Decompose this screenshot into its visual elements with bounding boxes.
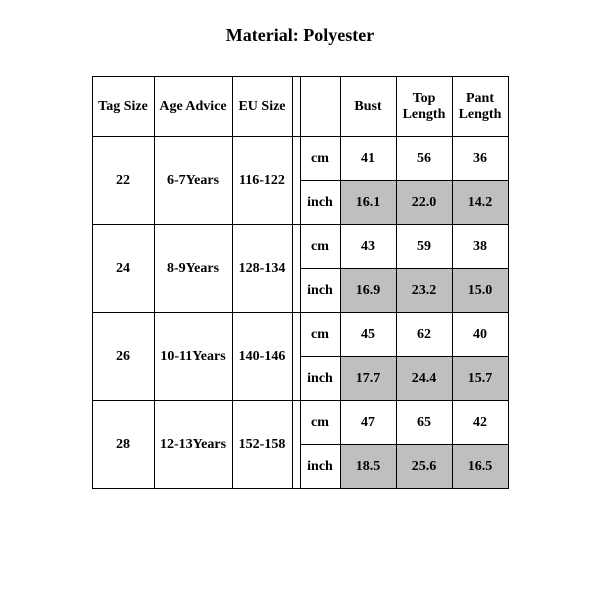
cell-pant-cm: 42 — [452, 401, 508, 445]
cell-pant-cm: 40 — [452, 313, 508, 357]
cell-bust-inch: 17.7 — [340, 357, 396, 401]
cell-top-inch: 24.4 — [396, 357, 452, 401]
table-row: 22 6-7Years 116-122 cm 41 56 36 — [92, 137, 508, 181]
cell-eu-size: 128-134 — [232, 225, 292, 313]
cell-spacer — [292, 225, 300, 313]
cell-top-inch: 25.6 — [396, 445, 452, 489]
cell-age-advice: 8-9Years — [154, 225, 232, 313]
col-unit — [300, 77, 340, 137]
cell-top-cm: 62 — [396, 313, 452, 357]
col-eu-size: EU Size — [232, 77, 292, 137]
cell-spacer — [292, 313, 300, 401]
col-tag-size: Tag Size — [92, 77, 154, 137]
cell-bust-cm: 45 — [340, 313, 396, 357]
table-row: 26 10-11Years 140-146 cm 45 62 40 — [92, 313, 508, 357]
cell-top-inch: 23.2 — [396, 269, 452, 313]
cell-pant-cm: 38 — [452, 225, 508, 269]
cell-unit-cm: cm — [300, 225, 340, 269]
cell-unit-cm: cm — [300, 313, 340, 357]
cell-unit-inch: inch — [300, 445, 340, 489]
col-age-advice: Age Advice — [154, 77, 232, 137]
cell-age-advice: 6-7Years — [154, 137, 232, 225]
cell-tag-size: 28 — [92, 401, 154, 489]
cell-unit-cm: cm — [300, 137, 340, 181]
cell-bust-inch: 16.1 — [340, 181, 396, 225]
cell-eu-size: 152-158 — [232, 401, 292, 489]
table-header-row: Tag Size Age Advice EU Size Bust Top Len… — [92, 77, 508, 137]
page-title: Material: Polyester — [0, 0, 600, 76]
table-row: 28 12-13Years 152-158 cm 47 65 42 — [92, 401, 508, 445]
cell-age-advice: 10-11Years — [154, 313, 232, 401]
cell-eu-size: 140-146 — [232, 313, 292, 401]
cell-pant-inch: 14.2 — [452, 181, 508, 225]
cell-spacer — [292, 137, 300, 225]
cell-top-cm: 56 — [396, 137, 452, 181]
cell-unit-inch: inch — [300, 269, 340, 313]
cell-pant-inch: 15.7 — [452, 357, 508, 401]
cell-eu-size: 116-122 — [232, 137, 292, 225]
cell-top-cm: 59 — [396, 225, 452, 269]
cell-bust-cm: 43 — [340, 225, 396, 269]
size-table: Tag Size Age Advice EU Size Bust Top Len… — [92, 76, 509, 489]
cell-pant-inch: 15.0 — [452, 269, 508, 313]
col-spacer — [292, 77, 300, 137]
col-pant-length: Pant Length — [452, 77, 508, 137]
cell-bust-inch: 18.5 — [340, 445, 396, 489]
cell-tag-size: 22 — [92, 137, 154, 225]
cell-pant-inch: 16.5 — [452, 445, 508, 489]
cell-bust-cm: 41 — [340, 137, 396, 181]
cell-spacer — [292, 401, 300, 489]
cell-bust-cm: 47 — [340, 401, 396, 445]
cell-tag-size: 24 — [92, 225, 154, 313]
cell-tag-size: 26 — [92, 313, 154, 401]
col-bust: Bust — [340, 77, 396, 137]
cell-unit-inch: inch — [300, 357, 340, 401]
cell-bust-inch: 16.9 — [340, 269, 396, 313]
cell-pant-cm: 36 — [452, 137, 508, 181]
table-row: 24 8-9Years 128-134 cm 43 59 38 — [92, 225, 508, 269]
cell-unit-inch: inch — [300, 181, 340, 225]
cell-top-cm: 65 — [396, 401, 452, 445]
cell-age-advice: 12-13Years — [154, 401, 232, 489]
col-top-length: Top Length — [396, 77, 452, 137]
cell-top-inch: 22.0 — [396, 181, 452, 225]
cell-unit-cm: cm — [300, 401, 340, 445]
